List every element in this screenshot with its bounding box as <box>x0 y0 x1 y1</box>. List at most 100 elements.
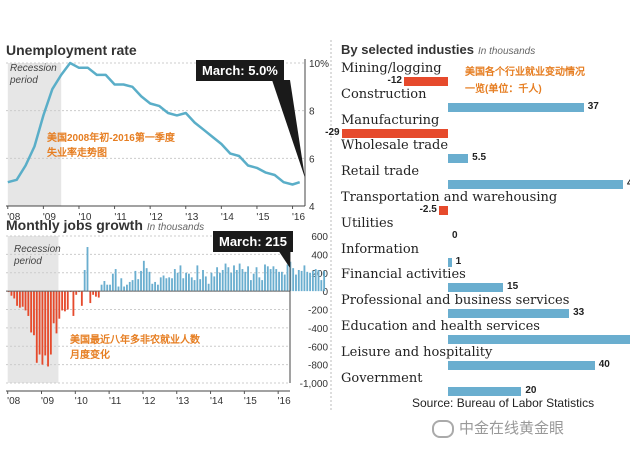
jobs-note: 美国最近八年多非农就业人数 月度变化 <box>70 333 200 363</box>
industries-note: 美国各个行业就业变动情况 一览(单位：千人) <box>465 64 585 98</box>
jobs-x-tick: '14 <box>210 396 223 407</box>
jobs-bar <box>126 284 128 292</box>
jobs-bar <box>297 269 300 292</box>
jobs-bar <box>52 291 55 324</box>
industry-value: 37 <box>587 100 599 112</box>
jobs-x-tick: '08 <box>7 396 20 407</box>
jobs-note-line: 美国最近八年多非农就业人数 <box>70 335 200 346</box>
jobs-bar <box>303 265 306 292</box>
jobs-bar <box>95 291 97 297</box>
unemployment-x-tick: '10 <box>78 212 91 223</box>
industry-bar <box>448 386 522 396</box>
jobs-bar <box>157 284 159 292</box>
jobs-title: Monthly jobs growth In thousands <box>6 217 205 233</box>
jobs-bar <box>106 284 109 292</box>
jobs-bar <box>13 291 16 299</box>
jobs-bar <box>286 264 289 292</box>
jobs-bar <box>24 291 27 311</box>
jobs-bar <box>252 273 255 292</box>
jobs-bar <box>258 277 261 292</box>
jobs-bar <box>264 264 266 292</box>
jobs-x-tick: '16 <box>278 396 291 407</box>
jobs-bar <box>165 278 168 292</box>
industry-bar <box>448 102 584 112</box>
industry-label: Government <box>341 370 423 386</box>
jobs-callout: March: 215 <box>213 231 293 252</box>
unemployment-note-line: 失业率走势图 <box>47 148 107 159</box>
jobs-x-tick: '15 <box>244 396 257 407</box>
industry-bar <box>448 154 469 164</box>
industries-note-line: 一览(单位：千人) <box>465 84 542 95</box>
industries-note-line: 美国各个行业就业变动情况 <box>465 67 585 78</box>
jobs-bar <box>123 286 126 292</box>
jobs-bar <box>213 276 216 292</box>
unemployment-recession-label: Recession period <box>10 63 57 86</box>
unemployment-title: Unemployment rate <box>6 42 137 58</box>
jobs-y-tick: -600 <box>308 342 328 353</box>
industry-label: Information <box>341 241 420 257</box>
jobs-bar <box>309 272 311 292</box>
jobs-bar <box>16 291 18 306</box>
industry-bar <box>448 309 570 319</box>
industry-label: Leisure and hospitality <box>341 344 493 360</box>
jobs-bar <box>89 291 92 304</box>
jobs-bar <box>114 269 117 292</box>
jobs-recession-label: Recession period <box>14 244 61 267</box>
industry-label: Construction <box>341 86 427 102</box>
jobs-bar <box>185 272 188 292</box>
jobs-bar <box>204 276 207 292</box>
industry-label: Mining/logging <box>341 61 442 76</box>
unemployment-x-tick: '09 <box>43 212 56 223</box>
industry-label: Professional and business services <box>341 293 570 309</box>
jobs-bar <box>295 274 297 292</box>
jobs-bar <box>151 283 154 292</box>
jobs-bar <box>224 263 227 292</box>
industry-label: Retail trade <box>341 164 420 180</box>
jobs-bar <box>255 267 258 292</box>
unemployment-callout: March: 5.0% <box>196 60 284 81</box>
jobs-bar <box>269 269 272 292</box>
industry-label: Transportation and warehousing <box>341 190 558 205</box>
jobs-bar <box>171 278 173 292</box>
jobs-bar <box>230 272 233 292</box>
jobs-bar <box>100 284 103 292</box>
jobs-bar <box>148 271 151 292</box>
jobs-bar <box>142 260 145 292</box>
jobs-bar <box>317 269 320 292</box>
jobs-bar <box>266 266 269 292</box>
jobs-bar <box>72 291 75 316</box>
industry-value: -12 <box>387 75 402 86</box>
jobs-bar <box>218 272 221 292</box>
industry-label: Wholesale trade <box>341 138 449 154</box>
jobs-bar <box>323 270 326 292</box>
unemployment-note-line: 美国2008年初-2016第一季度 <box>47 133 175 144</box>
jobs-bar <box>314 269 317 292</box>
jobs-y-tick: 0 <box>322 287 328 298</box>
jobs-bar <box>235 269 238 292</box>
jobs-bar <box>159 277 162 292</box>
industry-label: Education and health services <box>341 319 540 334</box>
jobs-bar <box>241 269 244 292</box>
industry-value: 33 <box>573 307 585 319</box>
jobs-bar <box>306 271 309 292</box>
jobs-bar <box>58 291 61 319</box>
industry-label: Utilities <box>341 215 394 231</box>
jobs-bar <box>41 291 44 365</box>
jobs-bar <box>199 279 202 292</box>
unemployment-x-tick: '12 <box>150 212 163 223</box>
jobs-x-tick: '09 <box>41 396 54 407</box>
jobs-bar <box>111 273 114 292</box>
industry-value: 40 <box>598 358 610 370</box>
jobs-bar <box>261 280 264 292</box>
jobs-bar <box>86 247 89 292</box>
jobs-bar <box>300 270 303 292</box>
jobs-bar <box>244 271 247 292</box>
unemployment-y-tick: 8 <box>309 107 315 118</box>
jobs-bar <box>109 284 111 292</box>
jobs-bar <box>131 280 134 292</box>
industry-value: 47.7 <box>627 178 630 190</box>
jobs-note-line: 月度变化 <box>70 350 110 361</box>
jobs-bar <box>33 291 35 336</box>
jobs-y-tick: 600 <box>311 232 328 243</box>
industries-subtitle: In thousands <box>477 46 536 57</box>
